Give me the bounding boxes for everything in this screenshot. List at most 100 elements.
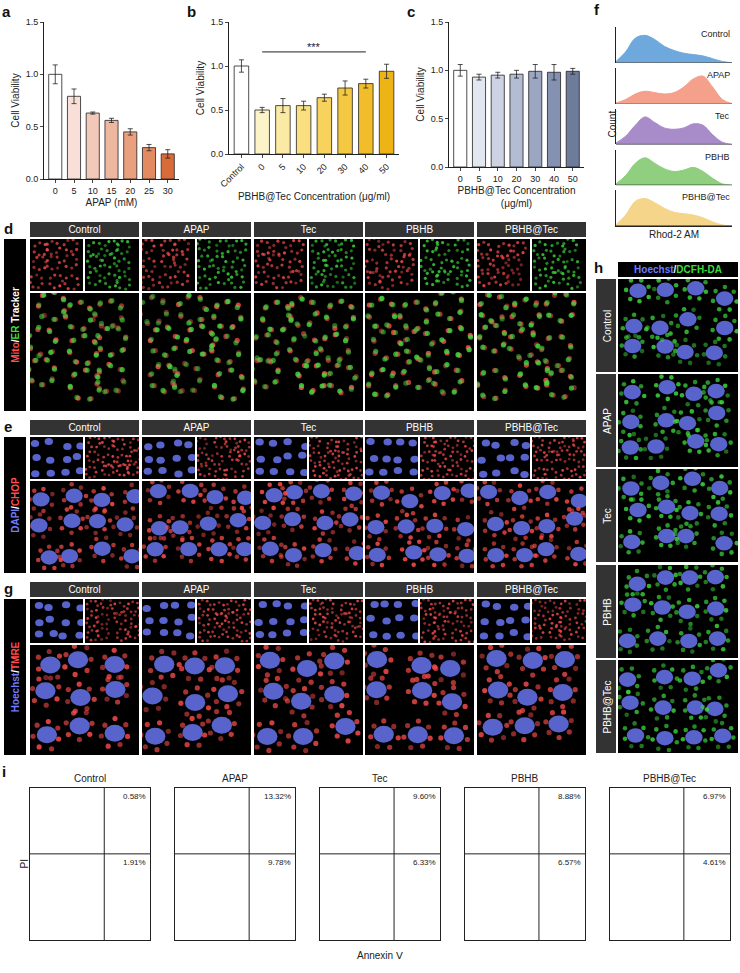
html-text:PBHB: PBHB [405, 422, 434, 433]
html-text:Tec: Tec [300, 422, 317, 433]
svg-text:8.88%: 8.88% [558, 792, 581, 801]
svg-text:40: 40 [356, 162, 370, 176]
html-text:ER: ER [9, 325, 21, 340]
svg-text:APAP: APAP [707, 70, 730, 80]
svg-text:Cell Viability: Cell Viability [195, 61, 206, 115]
svg-text:20: 20 [511, 174, 521, 184]
svg-text:Control: Control [218, 162, 246, 190]
html-text:APAP: APAP [600, 407, 612, 434]
svg-text:0: 0 [256, 162, 267, 173]
svg-text:Control: Control [74, 773, 106, 784]
svg-text:Control: Control [701, 29, 730, 39]
svg-text:10: 10 [294, 162, 308, 176]
html-text:h: h [594, 259, 604, 276]
svg-text:20: 20 [125, 186, 135, 196]
svg-text:0.5: 0.5 [26, 122, 39, 132]
html-text:PBHB: PBHB [405, 224, 434, 235]
html-text:a: a [2, 3, 11, 20]
html-text:PBHB: PBHB [600, 597, 612, 626]
html-text:e: e [4, 418, 13, 435]
svg-text:30: 30 [530, 174, 540, 184]
html-text:Hoechst: Hoechst [9, 672, 21, 713]
svg-text:1.0: 1.0 [26, 69, 39, 79]
html-text:c: c [407, 3, 416, 20]
html-text:PBHB: PBHB [405, 584, 434, 595]
svg-text:9.78%: 9.78% [268, 858, 291, 867]
html-text:Control: Control [600, 309, 612, 342]
html-text:APAP: APAP [183, 224, 210, 235]
html-text:TMRE: TMRE [9, 641, 21, 671]
svg-text:Rhod-2 AM: Rhod-2 AM [649, 229, 699, 240]
html-text:CHOP: CHOP [9, 477, 21, 507]
html-text:Control: Control [68, 422, 101, 433]
svg-text:4.61%: 4.61% [703, 858, 726, 867]
svg-text:50: 50 [377, 162, 391, 176]
html-text:Control: Control [68, 224, 101, 235]
svg-text:0: 0 [53, 186, 58, 196]
html-text:Tec: Tec [300, 224, 317, 235]
svg-text:1.91%: 1.91% [123, 858, 146, 867]
svg-text:0.0: 0.0 [26, 174, 39, 184]
svg-text:5: 5 [277, 162, 288, 173]
svg-text:APAP (mM): APAP (mM) [86, 197, 138, 208]
svg-text:30: 30 [163, 186, 173, 196]
svg-text:Annexin Ⅴ: Annexin Ⅴ [357, 950, 403, 961]
svg-text:Tec: Tec [372, 773, 388, 784]
svg-text:0.0: 0.0 [211, 149, 224, 159]
svg-text:PBHB@Tec: PBHB@Tec [682, 192, 730, 202]
svg-text:6.97%: 6.97% [703, 792, 726, 801]
html-text:PBHB@Tec: PBHB@Tec [600, 680, 612, 733]
html-text:g: g [4, 580, 14, 597]
svg-text:15: 15 [106, 186, 116, 196]
html-text:Hoechst / DCFH-DA: Hoechst / DCFH-DA [634, 264, 722, 275]
svg-text:5: 5 [476, 174, 481, 184]
html-text:PBHB@Tec: PBHB@Tec [505, 422, 558, 433]
svg-text:6.33%: 6.33% [413, 858, 436, 867]
svg-text:APAP: APAP [222, 773, 248, 784]
html-text:d: d [4, 220, 14, 237]
svg-text:PBHB@Tec Concentration (μg/ml): PBHB@Tec Concentration (μg/ml) [238, 191, 390, 202]
svg-text:0.5: 0.5 [211, 105, 224, 115]
svg-text:6.57%: 6.57% [558, 858, 581, 867]
svg-text:40: 40 [549, 174, 559, 184]
svg-text:0: 0 [458, 174, 463, 184]
svg-text:PBHB@Tec Concentration(μg/ml): PBHB@Tec Concentration(μg/ml) [458, 185, 576, 209]
svg-text:Cell Viability: Cell Viability [10, 73, 21, 127]
html-text:Mito: Mito [9, 342, 21, 363]
svg-text:PBHB@Tec: PBHB@Tec [643, 773, 696, 784]
html-text:Tracker: Tracker [9, 287, 21, 326]
svg-text:10: 10 [493, 174, 503, 184]
svg-text:0.58%: 0.58% [123, 792, 146, 801]
html-text:APAP: APAP [183, 584, 210, 595]
svg-text:PBHB: PBHB [511, 773, 539, 784]
html-text:Tec: Tec [600, 507, 612, 524]
svg-text:20: 20 [315, 162, 329, 176]
html-text:Control: Control [68, 584, 101, 595]
svg-text:5: 5 [71, 186, 76, 196]
svg-text:9.60%: 9.60% [413, 792, 436, 801]
svg-text:0.0: 0.0 [431, 162, 444, 172]
svg-text:PBHB: PBHB [705, 152, 730, 162]
svg-text:1.5: 1.5 [26, 17, 39, 27]
svg-text:50: 50 [568, 174, 578, 184]
svg-text:Cell Viability: Cell Viability [415, 67, 426, 121]
svg-text:13.32%: 13.32% [264, 792, 291, 801]
svg-text:1.5: 1.5 [431, 17, 444, 27]
svg-text:1.0: 1.0 [211, 61, 224, 71]
svg-text:PI: PI [19, 859, 30, 868]
svg-text:Tec: Tec [715, 111, 730, 121]
svg-text:25: 25 [144, 186, 154, 196]
svg-text:1.0: 1.0 [431, 65, 444, 75]
html-text:b: b [187, 3, 197, 20]
html-text:PBHB@Tec: PBHB@Tec [505, 584, 558, 595]
svg-text:Count: Count [607, 111, 618, 138]
svg-text:0.5: 0.5 [431, 114, 444, 124]
svg-text:10: 10 [88, 186, 98, 196]
svg-text:***: *** [307, 41, 321, 53]
svg-text:1.5: 1.5 [211, 17, 224, 27]
html-text:APAP: APAP [183, 422, 210, 433]
html-text:Tec: Tec [300, 584, 317, 595]
svg-text:30: 30 [336, 162, 350, 176]
html-text:PBHB@Tec: PBHB@Tec [505, 224, 558, 235]
html-text:DAPI: DAPI [9, 508, 21, 533]
